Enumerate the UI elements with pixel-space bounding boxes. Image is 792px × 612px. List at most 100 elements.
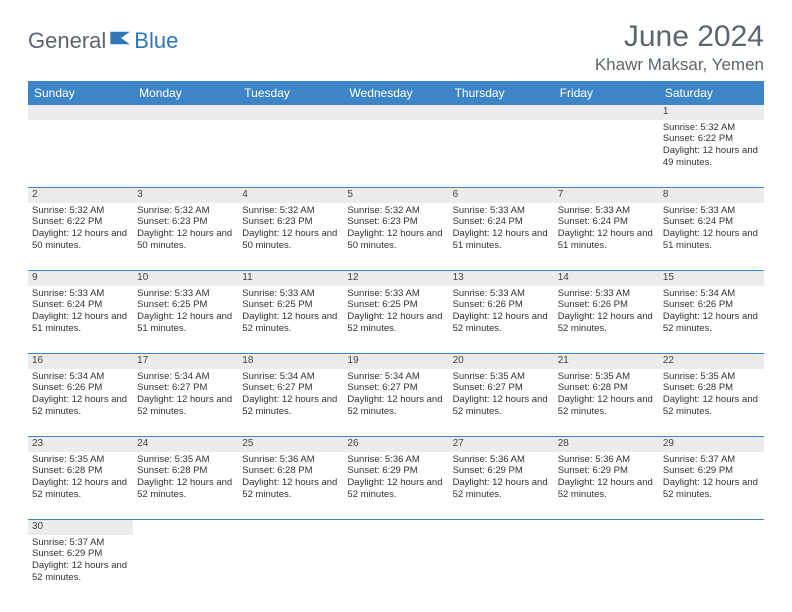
sunrise-text: Sunrise: 5:33 AM <box>558 288 655 300</box>
sunset-text: Sunset: 6:29 PM <box>663 465 760 477</box>
detail-row: Sunrise: 5:32 AM Sunset: 6:22 PM Daylight:… <box>28 203 764 271</box>
day-number <box>238 105 343 120</box>
day-cell <box>554 120 659 188</box>
sunset-text: Sunset: 6:22 PM <box>663 133 760 145</box>
sunset-text: Sunset: 6:22 PM <box>32 216 129 228</box>
daylight-text: Daylight: 12 hours and 52 minutes. <box>137 477 234 501</box>
daylight-text: Daylight: 12 hours and 51 minutes. <box>137 311 234 335</box>
detail-row: Sunrise: 5:34 AMSunset: 6:26 PMDaylight:… <box>28 369 764 437</box>
sunrise-text: Sunrise: 5:33 AM <box>453 288 550 300</box>
day-number <box>28 105 133 120</box>
day-cell <box>238 120 343 188</box>
sunset-text: Sunset: 6:26 PM <box>558 299 655 311</box>
daylight-text: Daylight: 12 hours and 52 minutes. <box>32 394 129 418</box>
sunset-text: Sunset: 6:23 PM <box>242 216 339 228</box>
day-number: 15 <box>659 271 764 286</box>
sunrise-text: Sunrise: 5:33 AM <box>242 288 339 300</box>
day-cell <box>28 120 133 188</box>
day-cell: Sunrise: 5:36 AMSunset: 6:29 PMDaylight:… <box>343 452 448 520</box>
calendar-table: Sunday Monday Tuesday Wednesday Thursday… <box>28 81 764 603</box>
page-title: June 2024 <box>595 20 764 53</box>
daylight-text: Daylight: 12 hours and 52 minutes. <box>558 394 655 418</box>
daynum-row: 2345678 <box>28 188 764 203</box>
day-number: 21 <box>554 354 659 369</box>
daylight-text: Daylight: 12 hours and 52 minutes. <box>558 477 655 501</box>
day-number: 29 <box>659 437 764 452</box>
sunrise-text: Sunrise: 5:36 AM <box>347 454 444 466</box>
daylight-text: Daylight: 12 hours and 51 minutes. <box>663 228 760 252</box>
sunrise-text: Sunrise: 5:35 AM <box>663 371 760 383</box>
daylight-text: Daylight: 12 hours and 52 minutes. <box>32 477 129 501</box>
day-number: 25 <box>238 437 343 452</box>
sunset-text: Sunset: 6:26 PM <box>32 382 129 394</box>
day-number: 2 <box>28 188 133 203</box>
day-number: 1 <box>659 105 764 120</box>
day-cell <box>449 535 554 603</box>
day-number <box>343 105 448 120</box>
day-cell: Sunrise: 5:32 AMSunset: 6:22 PMDaylight:… <box>659 120 764 188</box>
day-number: 9 <box>28 271 133 286</box>
day-number <box>449 105 554 120</box>
daylight-text: Daylight: 12 hours and 52 minutes. <box>663 477 760 501</box>
day-cell: Sunrise: 5:36 AMSunset: 6:29 PMDaylight:… <box>554 452 659 520</box>
day-number: 3 <box>133 188 238 203</box>
sunrise-text: Sunrise: 5:34 AM <box>137 371 234 383</box>
detail-row: Sunrise: 5:35 AMSunset: 6:28 PMDaylight:… <box>28 452 764 520</box>
day-cell: Sunrise: 5:35 AMSunset: 6:28 PMDaylight:… <box>554 369 659 437</box>
sunrise-text: Sunrise: 5:35 AM <box>137 454 234 466</box>
daylight-text: Daylight: 12 hours and 51 minutes. <box>32 311 129 335</box>
day-cell: Sunrise: 5:35 AMSunset: 6:27 PMDaylight:… <box>449 369 554 437</box>
daylight-text: Daylight: 12 hours and 52 minutes. <box>242 477 339 501</box>
day-number <box>238 520 343 535</box>
sunrise-text: Sunrise: 5:36 AM <box>558 454 655 466</box>
day-number <box>133 520 238 535</box>
sunset-text: Sunset: 6:26 PM <box>453 299 550 311</box>
day-number: 6 <box>449 188 554 203</box>
daynum-row: 30 <box>28 520 764 535</box>
daynum-row: 9101112131415 <box>28 271 764 286</box>
weekday-header: Saturday <box>659 81 764 105</box>
day-number: 17 <box>133 354 238 369</box>
day-cell: Sunrise: 5:33 AMSunset: 6:24 PMDaylight:… <box>28 286 133 354</box>
day-cell: Sunrise: 5:36 AMSunset: 6:29 PMDaylight:… <box>449 452 554 520</box>
sunrise-text: Sunrise: 5:37 AM <box>663 454 760 466</box>
day-number: 13 <box>449 271 554 286</box>
sunset-text: Sunset: 6:28 PM <box>663 382 760 394</box>
daylight-text: Daylight: 12 hours and 50 minutes. <box>347 228 444 252</box>
sunset-text: Sunset: 6:27 PM <box>347 382 444 394</box>
daylight-text: Daylight: 12 hours and 52 minutes. <box>347 477 444 501</box>
day-cell: Sunrise: 5:37 AMSunset: 6:29 PMDaylight:… <box>28 535 133 603</box>
daylight-text: Daylight: 12 hours and 52 minutes. <box>347 394 444 418</box>
day-cell <box>449 120 554 188</box>
day-cell: Sunrise: 5:32 AMSunset: 6:23 PMDaylight:… <box>238 203 343 271</box>
sunset-text: Sunset: 6:24 PM <box>663 216 760 228</box>
day-number: 8 <box>659 188 764 203</box>
sunset-text: Sunset: 6:24 PM <box>32 299 129 311</box>
weekday-header-row: Sunday Monday Tuesday Wednesday Thursday… <box>28 81 764 105</box>
detail-row: Sunrise: 5:37 AMSunset: 6:29 PMDaylight:… <box>28 535 764 603</box>
day-cell: Sunrise: 5:34 AMSunset: 6:26 PMDaylight:… <box>28 369 133 437</box>
weekday-header: Sunday <box>28 81 133 105</box>
sunset-text: Sunset: 6:28 PM <box>32 465 129 477</box>
sunset-text: Sunset: 6:27 PM <box>453 382 550 394</box>
sunrise-text: Sunrise: 5:32 AM <box>347 205 444 217</box>
day-cell: Sunrise: 5:34 AMSunset: 6:27 PMDaylight:… <box>238 369 343 437</box>
sunset-text: Sunset: 6:28 PM <box>242 465 339 477</box>
sunrise-text: Sunrise: 5:33 AM <box>663 205 760 217</box>
daylight-text: Daylight: 12 hours and 51 minutes. <box>453 228 550 252</box>
sunrise-text: Sunrise: 5:36 AM <box>453 454 550 466</box>
day-number: 23 <box>28 437 133 452</box>
daylight-text: Daylight: 12 hours and 52 minutes. <box>558 311 655 335</box>
sunset-text: Sunset: 6:27 PM <box>137 382 234 394</box>
sunset-text: Sunset: 6:28 PM <box>137 465 234 477</box>
daylight-text: Daylight: 12 hours and 49 minutes. <box>663 145 760 169</box>
sunrise-text: Sunrise: 5:34 AM <box>663 288 760 300</box>
sunset-text: Sunset: 6:23 PM <box>347 216 444 228</box>
day-cell: Sunrise: 5:33 AMSunset: 6:26 PMDaylight:… <box>449 286 554 354</box>
sunset-text: Sunset: 6:29 PM <box>347 465 444 477</box>
day-number: 5 <box>343 188 448 203</box>
day-cell: Sunrise: 5:33 AMSunset: 6:24 PMDaylight:… <box>554 203 659 271</box>
weekday-header: Thursday <box>449 81 554 105</box>
header: General Blue June 2024 Khawr Maksar, Yem… <box>28 20 764 75</box>
sunset-text: Sunset: 6:25 PM <box>347 299 444 311</box>
